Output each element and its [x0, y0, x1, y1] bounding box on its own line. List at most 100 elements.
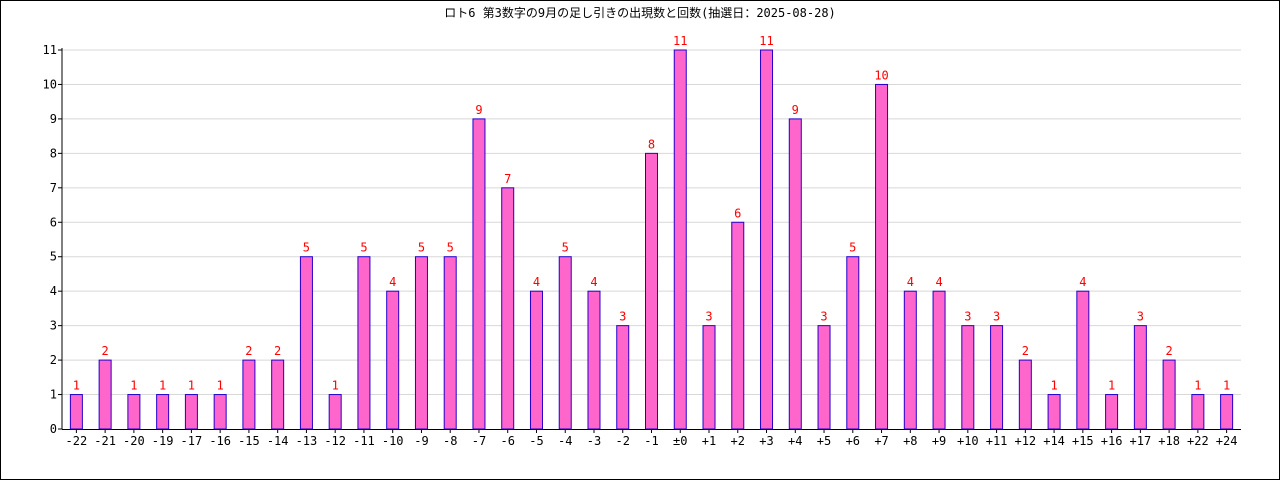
value-label-+16: 1 [1108, 379, 1115, 393]
x-tick-label--19: -19 [152, 434, 174, 448]
bar--4 [558, 256, 572, 430]
value-label--15: 2 [245, 344, 252, 358]
x-tick-label--17: -17 [181, 434, 203, 448]
value-label-+10: 3 [964, 310, 971, 324]
y-tick-label: 10 [43, 77, 57, 91]
value-label--19: 1 [159, 379, 166, 393]
bar--3 [587, 290, 601, 430]
value-label--6: 7 [504, 172, 511, 186]
x-tick-label--6: -6 [500, 434, 514, 448]
x-tick-label-+16: +16 [1101, 434, 1123, 448]
bar-+11 [990, 325, 1004, 430]
value-label--22: 1 [73, 379, 80, 393]
value-label-+11: 3 [993, 310, 1000, 324]
x-tick-label-+12: +12 [1014, 434, 1036, 448]
bar-+17 [1133, 325, 1147, 430]
x-tick-label-+24: +24 [1216, 434, 1238, 448]
y-tick-label: 8 [50, 146, 57, 160]
value-label--20: 1 [130, 379, 137, 393]
y-tick-label: 5 [50, 250, 57, 264]
value-label-+6: 5 [849, 241, 856, 255]
x-tick-label--11: -11 [353, 434, 375, 448]
x-tick-label--2: -2 [616, 434, 630, 448]
bar--7 [472, 118, 486, 430]
bar-+24 [1220, 394, 1234, 430]
bar--15 [242, 359, 256, 430]
value-label--16: 1 [217, 379, 224, 393]
x-tick-label-+4: +4 [788, 434, 802, 448]
x-tick-label--13: -13 [296, 434, 318, 448]
y-tick-label: 9 [50, 112, 57, 126]
value-label-+2: 6 [734, 206, 741, 220]
value-label-+22: 1 [1194, 379, 1201, 393]
value-label-+12: 2 [1022, 344, 1029, 358]
bar-+1 [702, 325, 716, 430]
bar--20 [127, 394, 141, 430]
value-label--1: 8 [648, 137, 655, 151]
value-label-+8: 4 [907, 275, 914, 289]
y-tick-label: 4 [50, 284, 57, 298]
bar--8 [443, 256, 457, 430]
value-label-+14: 1 [1050, 379, 1057, 393]
value-label--21: 2 [102, 344, 109, 358]
bar-+12 [1018, 359, 1032, 430]
y-tick-label: 0 [50, 422, 57, 436]
value-label--10: 4 [389, 275, 396, 289]
x-tick-label--7: -7 [472, 434, 486, 448]
value-label-+1: 3 [705, 310, 712, 324]
bar-+14 [1047, 394, 1061, 430]
value-label-+15: 4 [1079, 275, 1086, 289]
value-label-+3: 11 [759, 34, 773, 48]
x-tick-label-+8: +8 [903, 434, 917, 448]
value-label--11: 5 [360, 241, 367, 255]
value-label--12: 1 [332, 379, 339, 393]
x-tick-label--21: -21 [94, 434, 116, 448]
x-tick-label-+18: +18 [1158, 434, 1180, 448]
y-tick-label: 3 [50, 319, 57, 333]
bar--1 [645, 152, 658, 430]
value-label--3: 4 [590, 275, 597, 289]
y-tick-label: 1 [50, 388, 57, 402]
bar-+7 [875, 83, 889, 430]
bar-+6 [846, 256, 860, 430]
bar-+5 [817, 325, 831, 430]
bar--9 [414, 256, 428, 430]
x-tick-label--9: -9 [414, 434, 428, 448]
value-label-+18: 2 [1165, 344, 1172, 358]
bar--11 [357, 256, 371, 430]
bar-±0 [673, 49, 687, 430]
x-tick-label--10: -10 [382, 434, 404, 448]
value-label-+7: 10 [874, 68, 888, 82]
x-tick-label-+15: +15 [1072, 434, 1094, 448]
value-label--13: 5 [303, 241, 310, 255]
bar-+16 [1105, 394, 1119, 430]
bar--13 [299, 256, 313, 430]
axes [58, 48, 1241, 433]
bar-+2 [731, 221, 745, 430]
bar-+22 [1191, 394, 1205, 430]
x-tick-label--16: -16 [209, 434, 231, 448]
x-tick-label--15: -15 [238, 434, 260, 448]
value-label--5: 4 [533, 275, 540, 289]
bar--19 [156, 394, 170, 430]
x-tick-label-+7: +7 [874, 434, 888, 448]
bars [69, 49, 1234, 430]
x-tick-labels: -22 -21 -20 -19 -17 -16 -15 -14 -13 -12 -11 -10 -9 -8… [66, 434, 1238, 448]
bar--2 [616, 325, 630, 430]
value-label--17: 1 [188, 379, 195, 393]
x-tick-label-+10: +10 [957, 434, 979, 448]
chart-title: ロト6 第3数字の9月の足し引きの出現数と回数(抽選日：2025-08-28) [444, 6, 836, 20]
bar-+4 [788, 118, 802, 430]
x-tick-label--12: -12 [324, 434, 346, 448]
x-tick-label-+14: +14 [1043, 434, 1065, 448]
x-tick-label-+6: +6 [846, 434, 860, 448]
bar--22 [69, 394, 83, 430]
value-label-+17: 3 [1137, 310, 1144, 324]
x-tick-label-±0: ±0 [673, 434, 687, 448]
bar--16 [213, 394, 227, 430]
x-tick-label-+17: +17 [1130, 434, 1152, 448]
bar--21 [98, 359, 112, 430]
